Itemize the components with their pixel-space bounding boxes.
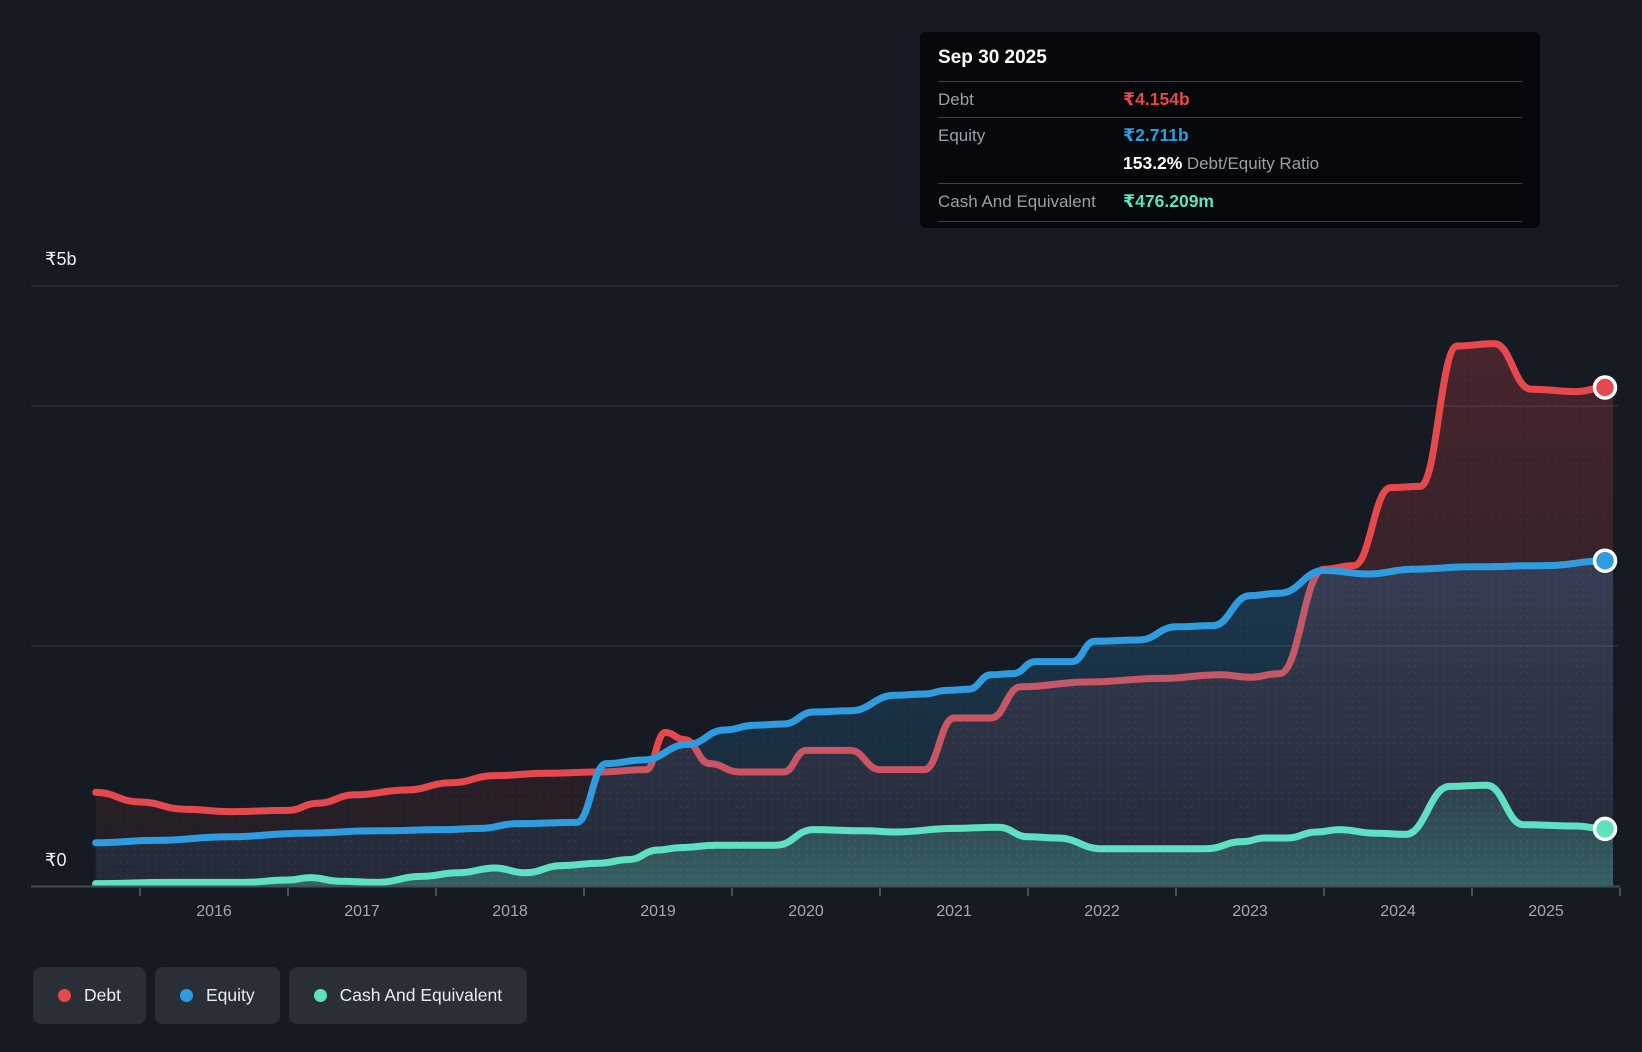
legend-label-debt: Debt [84, 985, 121, 1005]
debt-series-dot [58, 989, 71, 1002]
tooltip-cash-label: Cash And Equivalent [938, 191, 1096, 211]
legend-label-cash: Cash And Equivalent [339, 985, 503, 1005]
x-axis-label-2017: 2017 [344, 903, 380, 920]
tooltip-debt-label: Debt [938, 89, 974, 109]
cash-and-equivalent-end-marker [1592, 816, 1618, 842]
tooltip-equity-label: Equity [938, 125, 986, 145]
equity-end-marker [1592, 548, 1618, 573]
x-axis-label-2022: 2022 [1084, 903, 1120, 920]
debt-end-marker [1592, 375, 1618, 400]
x-axis-label-2025: 2025 [1528, 903, 1564, 920]
legend-item-debt[interactable]: Debt [33, 967, 146, 1024]
cash-series-dot [313, 989, 327, 1002]
tooltip-row-debt: Debt ₹4.154b [938, 81, 1522, 117]
legend-label-equity: Equity [205, 985, 255, 1005]
chart-legend: Debt Equity Cash And Equivalent [33, 967, 528, 1024]
cash-and-equivalent-area-texture [95, 785, 1614, 886]
tooltip-cash-value: ₹476.209m [1123, 191, 1214, 211]
tooltip-ratio-value: 153.2% [1123, 153, 1183, 173]
x-axis-label-2024: 2024 [1380, 903, 1416, 920]
chart-tooltip: Sep 30 2025 Debt ₹4.154b Equity ₹2.711b … [920, 32, 1540, 228]
cash-and-equivalent-line [92, 781, 1617, 888]
y-axis-label-max: ₹5b [45, 249, 77, 269]
y-axis-label-zero: ₹0 [45, 850, 67, 870]
tooltip-debt-value: ₹4.154b [1123, 89, 1190, 109]
tooltip-row-ratio: 153.2% Debt/Equity Ratio [938, 153, 1522, 183]
x-axis-label-2019: 2019 [640, 903, 676, 920]
tooltip-row-equity: Equity ₹2.711b [938, 117, 1522, 153]
x-axis-label-2023: 2023 [1232, 903, 1268, 920]
x-axis-label-2016: 2016 [196, 903, 232, 920]
x-axis-label-2021: 2021 [936, 903, 972, 920]
legend-item-cash[interactable]: Cash And Equivalent [288, 967, 528, 1024]
equity-series-dot [179, 989, 193, 1002]
tooltip-row-cash: Cash And Equivalent ₹476.209m [938, 183, 1522, 222]
tooltip-ratio-label: Debt/Equity Ratio [1186, 154, 1320, 173]
tooltip-equity-value: ₹2.711b [1123, 125, 1189, 145]
equity-area-texture [95, 560, 1614, 886]
equity-line [92, 557, 1617, 847]
tooltip-date: Sep 30 2025 [938, 47, 1047, 68]
legend-item-equity[interactable]: Equity [154, 967, 280, 1024]
x-axis-label-2018: 2018 [492, 903, 528, 920]
x-axis-label-2020: 2020 [788, 903, 824, 920]
